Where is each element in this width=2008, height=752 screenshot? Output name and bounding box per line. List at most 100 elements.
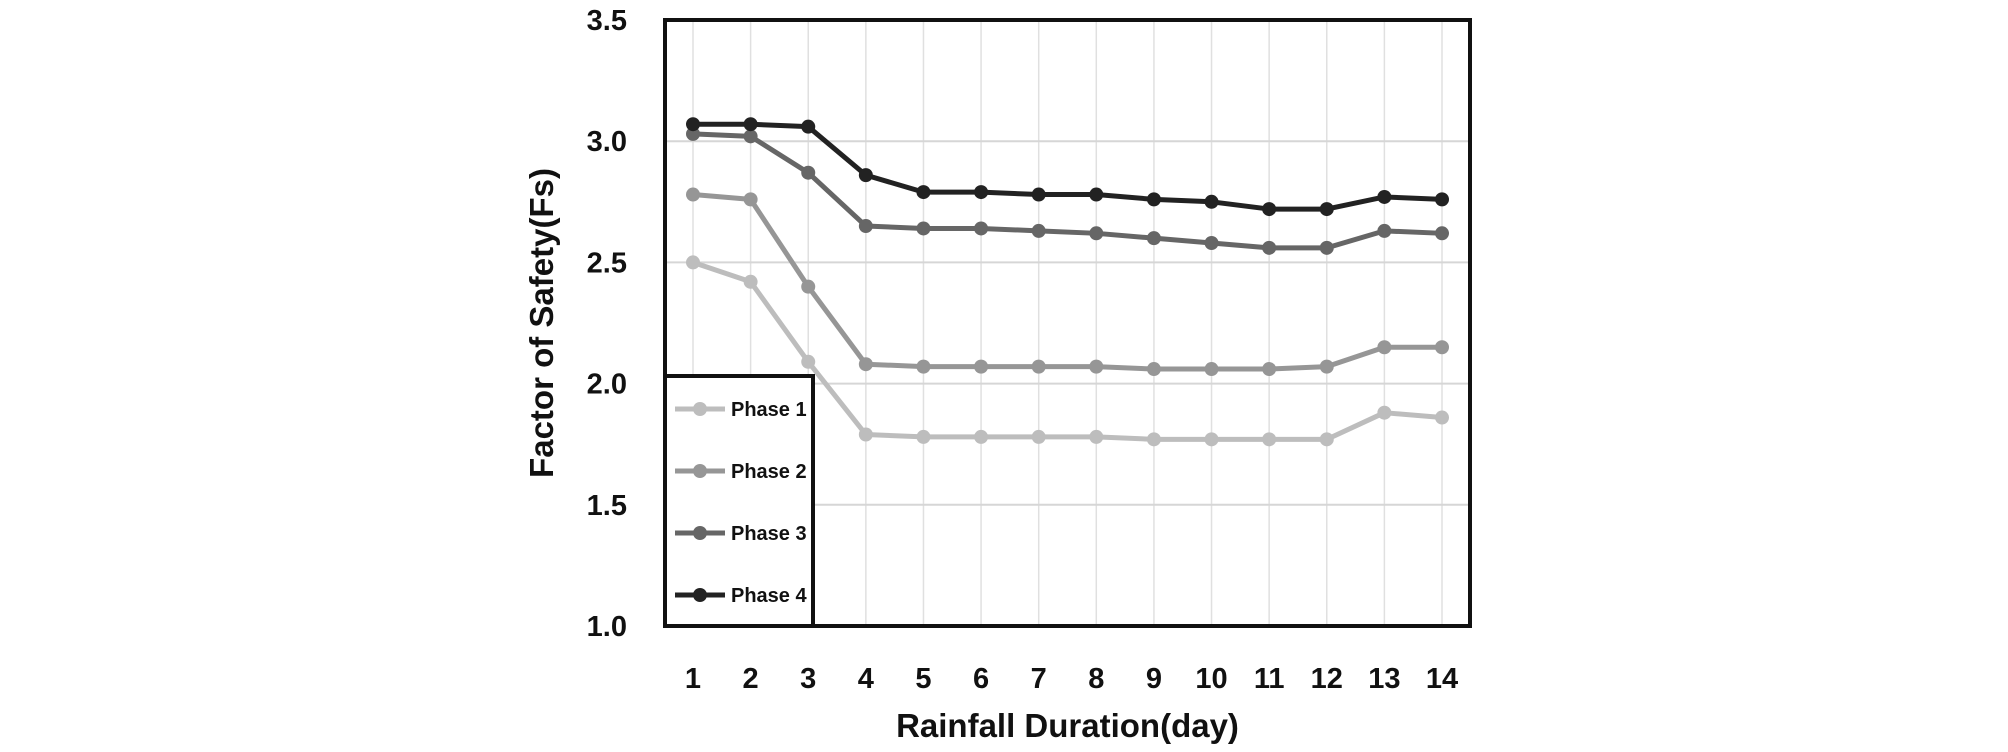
- legend-item: Phase 2: [675, 461, 807, 483]
- data-point: [801, 165, 816, 180]
- data-point: [858, 219, 873, 234]
- legend-box: [663, 374, 815, 628]
- legend-item: Phase 3: [675, 523, 807, 545]
- data-point: [1377, 189, 1392, 204]
- series-line: [692, 131, 1443, 251]
- data-point: [801, 279, 816, 294]
- legend-item: Phase 4: [675, 585, 807, 607]
- data-point: [686, 255, 700, 270]
- data-point: [1319, 359, 1334, 374]
- data-point: [686, 126, 700, 141]
- legend: Phase 1 Phase 2 Phase 3 Phase 4: [663, 374, 815, 628]
- data-point: [974, 185, 989, 200]
- data-point: [1204, 362, 1219, 377]
- data-point: [801, 354, 816, 369]
- series-3: [686, 126, 1449, 255]
- x-tick-label: 12: [1311, 663, 1343, 695]
- data-point: [743, 192, 758, 207]
- data-point: [974, 359, 989, 374]
- series-group: [686, 117, 1449, 447]
- x-tick-label: 2: [743, 663, 759, 695]
- series-line: [692, 260, 1443, 442]
- x-tick-label: 8: [1088, 663, 1104, 695]
- data-point: [686, 117, 700, 132]
- data-point: [1319, 240, 1334, 255]
- data-point: [1435, 192, 1449, 207]
- data-point: [1031, 359, 1046, 374]
- y-axis-title: Factor of Safety(Fs): [523, 168, 560, 478]
- series-4: [686, 117, 1449, 217]
- data-point: [858, 427, 873, 442]
- legend-marker: [693, 526, 707, 540]
- x-axis-tick-labels: 1 2 3 4 5 6 7 8 9 10 11 12 13 14: [685, 663, 1458, 695]
- data-point: [916, 185, 931, 200]
- legend-marker: [693, 464, 707, 478]
- data-point: [858, 357, 873, 372]
- x-tick-label: 14: [1426, 663, 1458, 695]
- data-point: [1031, 187, 1046, 202]
- data-point: [1262, 240, 1277, 255]
- data-point: [1146, 432, 1161, 447]
- data-point: [1262, 362, 1277, 377]
- data-point: [1377, 340, 1392, 355]
- data-point: [1146, 192, 1161, 207]
- data-point: [743, 274, 758, 289]
- x-tick-label: 1: [685, 663, 701, 695]
- legend-item: Phase 1: [675, 399, 807, 421]
- data-point: [1146, 362, 1161, 377]
- data-point: [1031, 429, 1046, 444]
- x-tick-label: 11: [1254, 663, 1285, 695]
- x-tick-label: 4: [858, 663, 874, 695]
- legend-label: Phase 2: [731, 461, 807, 483]
- data-point: [1262, 202, 1277, 217]
- series-line: [693, 121, 1443, 212]
- data-point: [916, 429, 931, 444]
- data-point: [1377, 405, 1392, 420]
- data-point: [1204, 194, 1219, 209]
- x-tick-label: 5: [915, 663, 931, 695]
- x-tick-label: 6: [973, 663, 989, 695]
- legend-label: Phase 3: [731, 523, 807, 545]
- data-point: [686, 187, 700, 202]
- y-tick-label: 2.0: [587, 369, 627, 401]
- x-tick-label: 13: [1368, 663, 1400, 695]
- data-point: [858, 168, 873, 183]
- data-point: [1204, 236, 1219, 251]
- data-point: [1319, 202, 1334, 217]
- data-point: [1262, 432, 1277, 447]
- x-axis-title: Rainfall Duration(day): [896, 707, 1239, 744]
- data-point: [1435, 410, 1449, 425]
- legend-label: Phase 1: [731, 399, 807, 421]
- gridlines: [665, 19, 1470, 627]
- legend-marker: [693, 402, 707, 416]
- plot-area-border: [663, 18, 1472, 628]
- y-tick-label: 1.5: [587, 490, 627, 522]
- data-point: [1089, 187, 1104, 202]
- data-point: [1377, 223, 1392, 238]
- series-2: [686, 187, 1449, 377]
- series-line: [692, 192, 1442, 372]
- data-point: [801, 119, 816, 134]
- data-point: [1435, 226, 1449, 241]
- data-point: [1089, 429, 1104, 444]
- data-point: [916, 359, 931, 374]
- series-1: [686, 255, 1449, 447]
- y-tick-label: 3.5: [587, 5, 627, 37]
- data-point: [974, 221, 989, 236]
- data-point: [974, 429, 989, 444]
- data-point: [1146, 231, 1161, 246]
- data-point: [743, 129, 758, 144]
- data-point: [916, 221, 931, 236]
- data-point: [1031, 223, 1046, 238]
- x-tick-label: 9: [1146, 663, 1162, 695]
- x-tick-label: 3: [800, 663, 816, 695]
- data-point: [743, 117, 758, 132]
- legend-label: Phase 4: [731, 585, 807, 607]
- y-tick-label: 3.0: [587, 126, 627, 158]
- y-axis-tick-labels: 1.0 1.5 2.0 2.5 3.0 3.5: [587, 5, 627, 643]
- legend-marker: [693, 588, 707, 602]
- y-tick-label: 1.0: [587, 611, 627, 643]
- data-point: [1089, 359, 1104, 374]
- x-tick-label: 10: [1195, 663, 1227, 695]
